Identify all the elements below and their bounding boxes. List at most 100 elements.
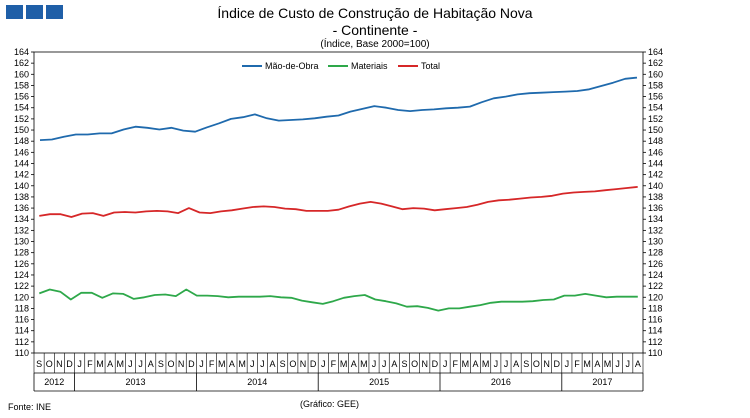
y-tick-label-right: 164 xyxy=(648,47,663,57)
month-label: A xyxy=(270,359,276,369)
y-tick-label-right: 132 xyxy=(648,225,663,235)
y-tick-label-left: 134 xyxy=(14,214,29,224)
month-label: M xyxy=(604,359,612,369)
month-label: F xyxy=(331,359,337,369)
y-tick-label-right: 150 xyxy=(648,125,663,135)
series-line-total xyxy=(39,186,638,218)
series-line-materiais xyxy=(38,288,638,312)
y-tick-label-right: 128 xyxy=(648,248,663,258)
y-tick-label-left: 140 xyxy=(14,181,29,191)
month-label: D xyxy=(310,359,317,369)
month-label: M xyxy=(218,359,226,369)
y-tick-label-right: 142 xyxy=(648,170,663,180)
plot-frame xyxy=(33,51,644,354)
month-label: J xyxy=(504,359,509,369)
y-tick-label-left: 126 xyxy=(14,259,29,269)
y-tick-label-left: 120 xyxy=(14,292,29,302)
month-label: A xyxy=(351,359,357,369)
month-label: D xyxy=(553,359,560,369)
y-tick-label-right: 136 xyxy=(648,203,663,213)
gee-logo xyxy=(6,5,63,19)
y-tick-label-left: 156 xyxy=(14,92,29,102)
y-tick-label-right: 126 xyxy=(648,259,663,269)
chart-subtitle: - Continente - xyxy=(332,22,418,38)
y-tick-label-left: 110 xyxy=(15,348,29,358)
month-label: M xyxy=(340,359,348,369)
month-label: J xyxy=(321,359,326,369)
y-tick-label-right: 160 xyxy=(648,69,663,79)
month-label: M xyxy=(583,359,591,369)
y-tick-label-right: 134 xyxy=(648,214,663,224)
y-tick-label-left: 164 xyxy=(14,47,29,57)
month-label: S xyxy=(36,359,42,369)
y-tick-label-right: 140 xyxy=(648,181,663,191)
series-line-m-o-de-obra xyxy=(39,76,638,141)
month-label: M xyxy=(96,359,104,369)
y-tick-label-left: 148 xyxy=(14,136,29,146)
month-label: A xyxy=(635,359,641,369)
month-label: A xyxy=(473,359,479,369)
month-label: O xyxy=(411,359,418,369)
y-tick-label-right: 110 xyxy=(648,348,662,358)
y-tick-label-right: 158 xyxy=(648,80,663,90)
y-tick-label-right: 122 xyxy=(648,281,663,291)
y-tick-label-left: 158 xyxy=(14,80,29,90)
y-tick-label-right: 112 xyxy=(648,337,662,347)
y-tick-label-left: 114 xyxy=(15,326,29,336)
y-tick-label-right: 124 xyxy=(648,270,663,280)
y-tick-label-left: 136 xyxy=(14,203,29,213)
y-tick-label-right: 146 xyxy=(648,147,663,157)
month-label: F xyxy=(452,359,458,369)
y-tick-label-right: 116 xyxy=(648,315,662,325)
legend-label: Mão-de-Obra xyxy=(265,61,319,71)
month-label: J xyxy=(260,359,265,369)
month-label: A xyxy=(107,359,113,369)
month-label: J xyxy=(382,359,387,369)
y-tick-label-left: 152 xyxy=(14,114,29,124)
y-tick-label-left: 138 xyxy=(14,192,29,202)
y-tick-label-left: 154 xyxy=(14,103,29,113)
y-tick-label-left: 112 xyxy=(15,337,29,347)
y-tick-label-right: 152 xyxy=(648,114,663,124)
graph-credit: (Gráfico: GEE) xyxy=(300,399,360,409)
month-label: D xyxy=(188,359,195,369)
month-label: O xyxy=(168,359,175,369)
y-tick-label-right: 144 xyxy=(648,158,663,168)
year-label: 2016 xyxy=(491,377,511,387)
year-label: 2014 xyxy=(247,377,267,387)
y-tick-label-left: 118 xyxy=(15,303,29,313)
month-label: N xyxy=(56,359,63,369)
y-tick-label-right: 114 xyxy=(648,326,662,336)
y-tick-label-right: 154 xyxy=(648,103,663,113)
chart-title: Índice de Custo de Construção de Habitaç… xyxy=(217,5,533,21)
y-tick-label-right: 118 xyxy=(648,303,662,313)
y-tick-label-left: 128 xyxy=(14,248,29,258)
month-label: O xyxy=(289,359,296,369)
year-label: 2013 xyxy=(125,377,145,387)
chart-index-note: (Índice, Base 2000=100) xyxy=(320,39,430,50)
month-label: J xyxy=(138,359,143,369)
y-tick-label-left: 146 xyxy=(14,147,29,157)
legend-label: Materiais xyxy=(351,61,388,71)
year-label: 2015 xyxy=(369,377,389,387)
month-label: S xyxy=(280,359,286,369)
source-note: Fonte: INE xyxy=(8,402,52,412)
month-label: A xyxy=(148,359,154,369)
month-label: J xyxy=(565,359,570,369)
month-label: J xyxy=(626,359,631,369)
month-label: S xyxy=(401,359,407,369)
y-tick-label-right: 148 xyxy=(648,136,663,146)
month-label: A xyxy=(391,359,397,369)
month-label: S xyxy=(158,359,164,369)
month-label: D xyxy=(432,359,439,369)
month-label: N xyxy=(422,359,429,369)
logo-block-1 xyxy=(6,5,23,19)
month-label: N xyxy=(178,359,185,369)
month-label: J xyxy=(199,359,204,369)
month-label: A xyxy=(594,359,600,369)
month-label: J xyxy=(372,359,377,369)
y-tick-label-left: 122 xyxy=(14,281,29,291)
month-label: M xyxy=(117,359,125,369)
legend-label: Total xyxy=(421,61,440,71)
